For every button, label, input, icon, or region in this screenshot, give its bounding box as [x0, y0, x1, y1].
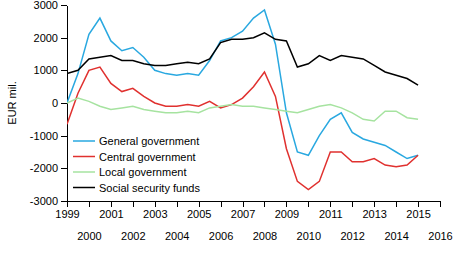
x-tick-mark: [243, 201, 244, 207]
x-tick: 1999: [55, 201, 79, 220]
y-tick: -2000: [30, 162, 67, 174]
legend-label: General government: [99, 135, 199, 147]
x-tick-mark: [221, 201, 222, 207]
x-tick: 2006: [209, 201, 233, 242]
x-tick-label: 2001: [99, 208, 123, 220]
y-tick-label: 0: [52, 97, 58, 109]
x-tick-label: 2013: [362, 208, 386, 220]
x-tick-label: 2009: [275, 208, 299, 220]
x-tick: 2005: [187, 201, 211, 220]
y-tick: 2000: [34, 32, 67, 44]
x-tick-label: 2014: [384, 230, 408, 242]
x-tick-label: 2004: [165, 230, 189, 242]
x-tick-mark: [199, 201, 200, 207]
x-tick: 2014: [384, 201, 408, 242]
y-tick-label: -2000: [30, 162, 58, 174]
x-tick-mark: [177, 201, 178, 207]
x-tick-mark: [308, 201, 309, 207]
y-tick: -1000: [30, 130, 67, 142]
x-tick-label: 2003: [143, 208, 167, 220]
x-tick-mark: [440, 201, 441, 207]
series-line: [67, 67, 418, 190]
x-axis: 1999 2000 2001 2002 2003 2004 2005 2006 2007 2008…: [55, 201, 452, 242]
x-axis-line: [68, 201, 441, 202]
x-tick: 2016: [428, 201, 452, 242]
y-tick-mark: [61, 5, 67, 6]
legend-label: Local government: [99, 166, 186, 178]
plot: -3000 -2000 -1000 0 1000 2000 3000 1999 2000 2001…: [30, 0, 453, 242]
legend-swatch: [73, 171, 95, 173]
x-tick-mark: [264, 201, 265, 207]
series-line: [67, 10, 418, 159]
x-tick: 2004: [165, 201, 189, 242]
legend-item: Local government: [73, 166, 186, 178]
y-tick-mark: [61, 201, 67, 202]
x-tick-label: 2012: [340, 230, 364, 242]
y-tick: 3000: [34, 0, 67, 11]
y-tick-label: 1000: [34, 64, 58, 76]
x-tick: 2007: [231, 201, 255, 220]
x-tick: 2001: [99, 201, 123, 220]
legend-item: Central government: [73, 151, 196, 163]
x-tick: 2012: [340, 201, 364, 242]
x-tick: 2008: [253, 201, 277, 242]
x-tick-label: 2002: [121, 230, 145, 242]
x-tick-mark: [352, 201, 353, 207]
x-tick: 2003: [143, 201, 167, 220]
y-tick-mark: [61, 168, 67, 169]
y-tick-mark: [61, 70, 67, 71]
y-tick-label: 2000: [34, 32, 58, 44]
y-tick: -3000: [30, 195, 67, 207]
x-tick: 2009: [275, 201, 299, 220]
x-tick: 2010: [297, 201, 321, 242]
y-tick-mark: [61, 103, 67, 104]
y-tick-mark: [61, 38, 67, 39]
series-line: [67, 33, 418, 85]
chart: -3000 -2000 -1000 0 1000 2000 3000 1999 2000 2001…: [0, 0, 454, 253]
x-tick-label: 2006: [209, 230, 233, 242]
legend-item: General government: [73, 135, 199, 147]
x-tick-mark: [155, 201, 156, 207]
y-tick: 1000: [34, 64, 67, 76]
y-tick-mark: [61, 136, 67, 137]
x-tick-mark: [111, 201, 112, 207]
lines: [67, 10, 418, 190]
legend-label: Central government: [99, 151, 196, 163]
x-tick-label: 2016: [428, 230, 452, 242]
legend-swatch: [73, 187, 95, 189]
x-tick-mark: [330, 201, 331, 207]
x-tick-mark: [133, 201, 134, 207]
series-line: [67, 98, 418, 121]
x-tick-mark: [89, 201, 90, 207]
legend: General government Central government Loca…: [73, 135, 200, 194]
x-tick-mark: [396, 201, 397, 207]
x-tick-label: 1999: [55, 208, 79, 220]
x-tick: 2011: [319, 201, 343, 220]
legend-item: Social security funds: [73, 182, 200, 194]
x-tick-mark: [418, 201, 419, 207]
y-tick-label: -1000: [30, 130, 58, 142]
legend-label: Social security funds: [99, 182, 200, 194]
y-tick-label: -3000: [30, 195, 58, 207]
x-tick: 2002: [121, 201, 145, 242]
y-tick-label: 3000: [34, 0, 58, 11]
y-tick: 0: [52, 97, 67, 109]
x-tick: 2013: [362, 201, 386, 220]
x-tick-label: 2010: [297, 230, 321, 242]
x-tick: 2015: [406, 201, 430, 220]
x-tick-mark: [286, 201, 287, 207]
legend-swatch: [73, 140, 95, 142]
x-tick-mark: [67, 201, 68, 207]
x-tick-label: 2005: [187, 208, 211, 220]
y-axis-title: EUR mil.: [6, 81, 18, 124]
x-tick-mark: [374, 201, 375, 207]
x-tick-label: 2011: [319, 208, 343, 220]
legend-swatch: [73, 156, 95, 158]
x-tick-label: 2007: [231, 208, 255, 220]
y-axis: -3000 -2000 -1000 0 1000 2000 3000: [30, 0, 68, 207]
x-tick-label: 2015: [406, 208, 430, 220]
x-tick: 2000: [77, 201, 101, 242]
x-tick-label: 2000: [77, 230, 101, 242]
x-tick-label: 2008: [253, 230, 277, 242]
